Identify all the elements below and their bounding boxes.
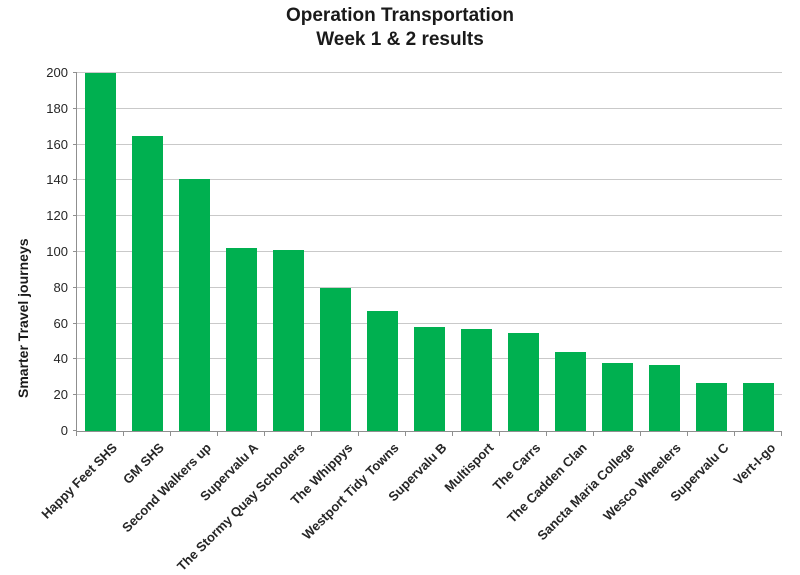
y-tick-label: 180	[46, 100, 68, 116]
y-tick	[73, 394, 77, 396]
y-tick	[73, 358, 77, 360]
gridline	[77, 322, 782, 324]
bar	[695, 382, 728, 431]
gridline	[77, 72, 782, 73]
y-tick-label: 140	[46, 172, 68, 188]
bar	[742, 382, 775, 431]
bar	[178, 178, 211, 431]
x-tick	[405, 432, 406, 436]
bar	[554, 352, 587, 431]
y-tick-label: 100	[46, 244, 68, 259]
y-tick	[73, 215, 77, 217]
bar	[460, 328, 493, 431]
gridline	[77, 286, 782, 288]
x-tick	[452, 432, 453, 436]
bar	[84, 73, 117, 431]
bar	[601, 362, 634, 431]
x-category-label: Second Walkers up	[119, 440, 215, 536]
y-tick	[73, 322, 77, 324]
x-tick	[264, 432, 265, 436]
x-category-label: The Cadden Clan	[504, 440, 591, 526]
gridline	[77, 215, 782, 217]
gridline	[77, 179, 782, 181]
y-tick-label: 40	[53, 351, 68, 367]
x-tick	[640, 432, 641, 436]
gridline	[77, 251, 782, 252]
x-tick	[546, 432, 547, 436]
bar	[507, 332, 540, 431]
x-tick	[123, 432, 124, 436]
gridline	[77, 143, 782, 145]
y-tick	[73, 251, 77, 252]
x-tick	[217, 432, 218, 436]
y-tick	[73, 286, 77, 288]
y-tick	[73, 107, 77, 109]
gridline	[77, 107, 782, 109]
x-category-label: GM SHS	[120, 440, 168, 487]
x-tick	[76, 432, 77, 436]
x-tick	[170, 432, 171, 436]
bar	[413, 327, 446, 431]
y-tick	[73, 72, 77, 73]
bar	[366, 311, 399, 431]
x-category-label: Happy Feet SHS	[38, 440, 121, 522]
x-tick	[781, 432, 782, 436]
bar	[319, 287, 352, 431]
bar	[225, 248, 258, 431]
y-tick-label: 0	[60, 423, 68, 438]
bar	[648, 364, 681, 431]
y-tick-label: 160	[46, 136, 68, 152]
y-tick	[73, 430, 77, 431]
chart-subtitle: Week 1 & 2 results	[316, 29, 484, 50]
y-tick-label: 80	[53, 279, 68, 295]
y-tick-label: 120	[46, 208, 68, 224]
bar	[272, 250, 305, 431]
x-tick	[358, 432, 359, 436]
y-axis-line	[76, 73, 77, 432]
x-tick	[499, 432, 500, 436]
x-axis-line	[76, 431, 782, 432]
bar	[131, 135, 164, 431]
y-tick-label: 200	[46, 65, 68, 80]
x-tick	[687, 432, 688, 436]
x-tick	[593, 432, 594, 436]
x-category-label: Vert-I-go	[730, 440, 779, 488]
y-tick-label: 60	[53, 315, 68, 331]
y-tick-label: 20	[53, 387, 68, 403]
x-tick	[311, 432, 312, 436]
x-tick	[734, 432, 735, 436]
chart-title-block: Operation Transportation Week 1 & 2 resu…	[0, 4, 800, 52]
y-tick	[73, 179, 77, 181]
x-category-label: Multisport	[441, 440, 497, 496]
chart-title: Operation Transportation	[285, 5, 515, 26]
y-tick	[73, 143, 77, 145]
